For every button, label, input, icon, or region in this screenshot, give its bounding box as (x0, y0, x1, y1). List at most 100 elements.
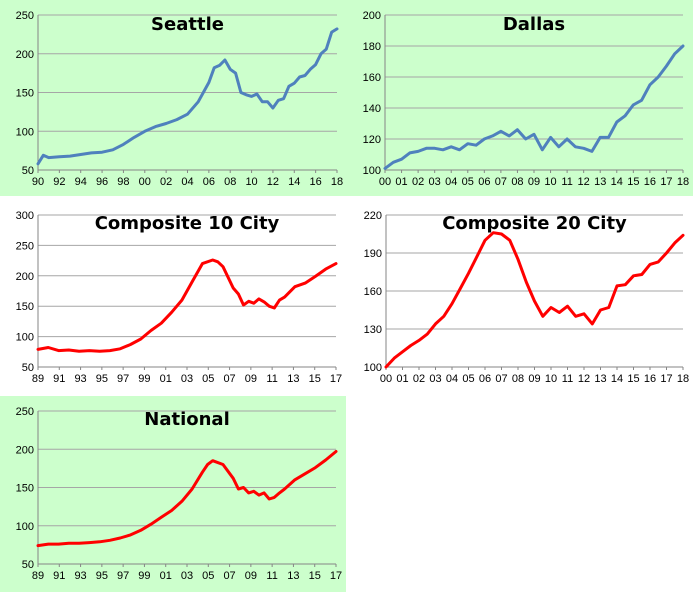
x-tick-label: 14 (611, 373, 623, 385)
x-tick-label: 94 (75, 176, 87, 188)
chart-title: Seattle (151, 14, 224, 35)
chart-title: Composite 20 City (442, 213, 627, 234)
x-tick-label: 10 (544, 176, 556, 188)
x-tick-label: 11 (266, 373, 277, 385)
x-tick-label: 99 (138, 570, 150, 582)
x-tick-label: 01 (160, 570, 172, 582)
y-tick-label: 160 (363, 72, 381, 84)
x-tick-label: 06 (478, 176, 490, 188)
x-tick-label: 07 (223, 570, 235, 582)
x-tick-label: 14 (288, 176, 300, 188)
chart-background (346, 200, 693, 394)
x-tick-label: 93 (74, 570, 86, 582)
y-tick-label: 120 (363, 134, 381, 146)
x-tick-label: 00 (379, 176, 391, 188)
x-tick-label: 03 (181, 373, 193, 385)
x-tick-label: 89 (32, 570, 44, 582)
y-tick-label: 190 (364, 248, 382, 260)
x-tick-label: 95 (96, 570, 108, 582)
chart-svg: 100 120 140 160 180 200 00 01 02 03 04 05 06 07 08 09 10… (346, 0, 693, 196)
x-tick-label: 91 (53, 373, 65, 385)
x-tick-label: 04 (181, 176, 193, 188)
x-tick-label: 15 (309, 373, 321, 385)
y-tick-label: 50 (22, 559, 34, 571)
series-line (36, 258, 338, 353)
y-tick-label: 130 (364, 324, 382, 336)
x-tick-label: 14 (611, 176, 623, 188)
chart-background (0, 396, 346, 592)
y-tick-label: 50 (22, 165, 34, 177)
x-tick-label: 92 (53, 176, 65, 188)
x-tick-label: 09 (245, 570, 257, 582)
y-tick-label: 100 (363, 165, 381, 177)
x-tick-label: 08 (224, 176, 236, 188)
chart-panel-seattle: 50 100 150 200 250 90 92 94 96 98 00 02 04 06 08 10 12 14… (0, 0, 346, 196)
x-tick-label: 16 (644, 373, 656, 385)
chart-svg: 100 130 160 190 220 00 01 02 03 04 05 06 07 08 09 10 11 1… (346, 200, 693, 394)
x-tick-label: 11 (266, 570, 277, 582)
series-line (383, 44, 685, 170)
x-tick-label: 09 (528, 176, 540, 188)
x-tick-label: 03 (429, 176, 441, 188)
y-tick-label: 100 (16, 332, 34, 344)
y-tick-label: 150 (16, 483, 34, 495)
x-tick-label: 04 (445, 176, 457, 188)
x-tick-label: 11 (561, 176, 572, 188)
x-tick-label: 05 (462, 176, 474, 188)
y-tick-label: 100 (16, 521, 34, 533)
x-tick-label: 89 (32, 373, 44, 385)
x-tick-label: 02 (413, 373, 425, 385)
y-tick-label: 220 (364, 210, 382, 222)
y-tick-label: 250 (16, 10, 34, 22)
x-tick-label: 15 (627, 373, 639, 385)
x-tick-label: 16 (310, 176, 322, 188)
y-tick-label: 140 (363, 103, 381, 115)
x-tick-label: 06 (479, 373, 491, 385)
x-tick-label: 03 (181, 570, 193, 582)
y-tick-label: 200 (363, 10, 381, 22)
x-tick-label: 96 (96, 176, 108, 188)
x-tick-label: 18 (331, 176, 343, 188)
y-tick-label: 100 (364, 362, 382, 374)
x-tick-label: 98 (117, 176, 129, 188)
x-tick-label: 08 (511, 176, 523, 188)
x-tick-label: 10 (545, 373, 557, 385)
series-line (36, 450, 338, 548)
chart-title: Composite 10 City (95, 213, 280, 234)
x-tick-label: 90 (32, 176, 44, 188)
series-line (36, 27, 339, 166)
x-tick-label: 03 (429, 373, 441, 385)
chart-title: Dallas (503, 14, 565, 35)
x-tick-label: 05 (202, 570, 214, 582)
x-tick-label: 17 (660, 373, 672, 385)
x-tick-label: 17 (330, 373, 342, 385)
x-tick-label: 15 (627, 176, 639, 188)
y-tick-label: 250 (16, 240, 34, 252)
x-tick-label: 06 (203, 176, 215, 188)
y-tick-label: 50 (22, 362, 34, 374)
x-tick-label: 02 (412, 176, 424, 188)
x-tick-label: 93 (74, 373, 86, 385)
x-tick-label: 91 (53, 570, 65, 582)
x-tick-label: 00 (380, 373, 392, 385)
x-tick-label: 12 (578, 176, 590, 188)
x-tick-label: 05 (202, 373, 214, 385)
x-tick-label: 13 (287, 373, 299, 385)
y-tick-label: 200 (16, 271, 34, 283)
x-tick-label: 09 (528, 373, 540, 385)
chart-title: National (144, 409, 229, 430)
x-tick-label: 95 (96, 373, 108, 385)
x-tick-label: 00 (139, 176, 151, 188)
chart-panel-dallas: 100 120 140 160 180 200 00 01 02 03 04 05 06 07 08 09 10… (346, 0, 693, 196)
chart-panel-national: 50 100 150 200 250 89 91 93 95 97 99 01 03 05 07 09 11 13… (0, 396, 346, 592)
x-tick-label: 07 (495, 176, 507, 188)
x-tick-label: 10 (245, 176, 257, 188)
x-tick-label: 01 (396, 373, 408, 385)
x-tick-label: 01 (395, 176, 407, 188)
chart-background (0, 0, 346, 196)
x-tick-label: 07 (495, 373, 507, 385)
x-tick-label: 18 (677, 373, 689, 385)
x-tick-label: 05 (462, 373, 474, 385)
chart-panel-composite-10-city: 50 100 150 200 250 300 89 91 93 95 97 99 01 03 05 07 09 1… (0, 200, 346, 394)
x-tick-label: 09 (245, 373, 257, 385)
